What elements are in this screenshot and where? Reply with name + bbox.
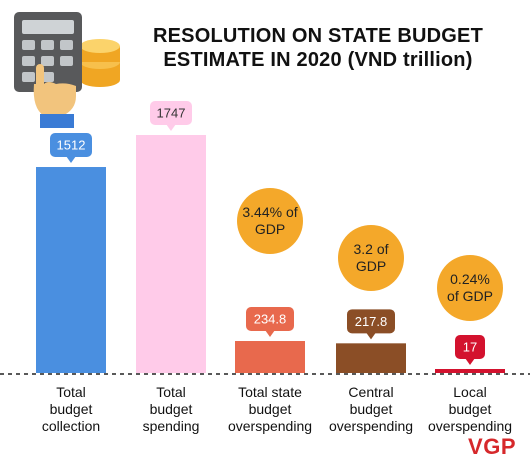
value-callout-4: 17 [455,335,485,365]
bar-3 [336,343,406,373]
category-label-1: Total budget spending [142,384,200,434]
bar-4 [435,369,505,373]
title-line-1: RESOLUTION ON STATE BUDGET [152,25,483,47]
bars-layer: 1512 1747 234.8 217.8 17 [36,101,505,373]
value-label-3: 217.8 [355,314,388,329]
category-label-0: Total budget collection [41,384,101,434]
coins-icon [80,39,120,87]
value-callout-0: 1512 [50,133,92,164]
brand-logo: VGP [468,434,516,459]
value-label-1: 1747 [157,106,186,121]
gdp-note-3: 3.2 of GDP [338,225,404,291]
value-label-4: 17 [463,340,477,355]
bar-1 [136,135,206,373]
calculator-icon [14,12,82,92]
gdp-note-4: 0.24% of GDP [437,255,503,321]
bar-2 [235,341,305,373]
category-label-4: Local budget overspending [427,384,513,434]
bar-0 [36,167,106,373]
value-callout-1: 1747 [150,101,192,131]
category-label-3: Central budget overspending [328,384,414,434]
gdp-note-2: 3.44% of GDP [237,188,303,254]
title-line-2: ESTIMATE IN 2020 (VND trillion) [163,49,473,71]
chart-title: RESOLUTION ON STATE BUDGET ESTIMATE IN 2… [118,24,518,72]
value-label-0: 1512 [57,138,86,153]
pointing-hand-icon [33,64,76,128]
value-label-2: 234.8 [254,312,287,327]
value-callout-3: 217.8 [347,309,395,340]
category-label-2: Total state budget overspending [227,384,313,434]
value-callout-2: 234.8 [246,307,294,338]
calculator-illustration [14,12,120,128]
